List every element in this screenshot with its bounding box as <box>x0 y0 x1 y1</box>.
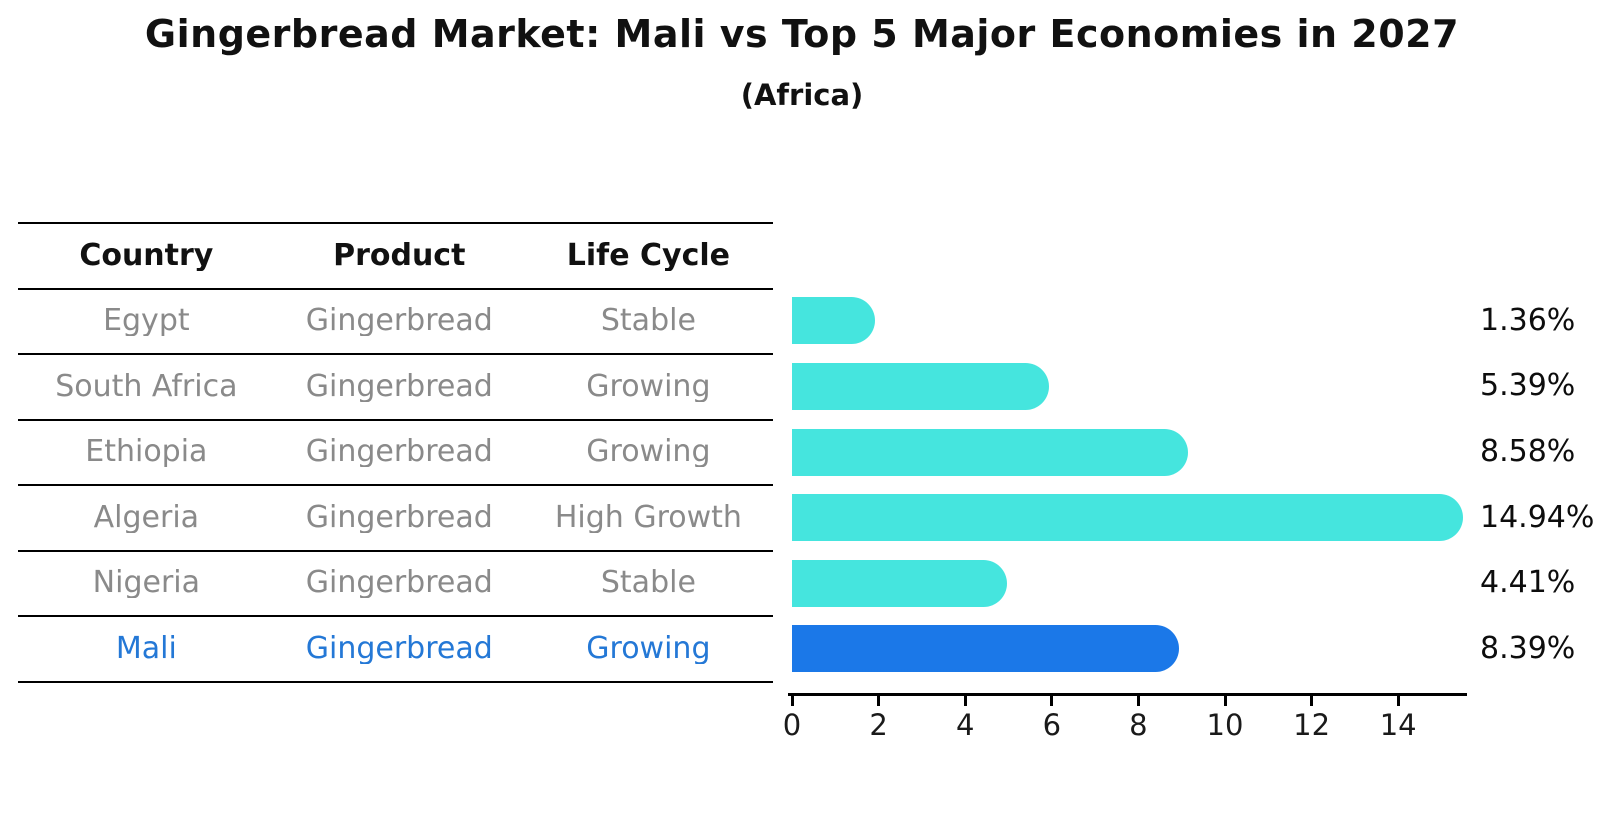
cell-life-cycle: Growing <box>586 437 711 468</box>
cell-country: Algeria <box>93 502 200 533</box>
x-axis-tick-label: 10 <box>1206 708 1244 742</box>
x-axis-tick <box>1310 696 1314 706</box>
cell-life-cycle: Growing <box>586 633 711 664</box>
cell-product: Gingerbread <box>305 502 493 533</box>
cell-life-cycle: High Growth <box>554 502 742 533</box>
bar-south-africa <box>792 362 1050 410</box>
bar-algeria <box>792 494 1463 542</box>
value-label: 1.36% <box>1480 302 1576 338</box>
table-row: Mali Gingerbread Growing <box>18 617 773 683</box>
bar-egypt <box>792 297 875 345</box>
value-label: 5.39% <box>1480 368 1576 404</box>
cell-life-cycle: Stable <box>600 306 696 337</box>
x-axis-tick <box>1050 696 1054 706</box>
x-axis-tick <box>1136 696 1140 706</box>
cell-country: Ethiopia <box>85 437 208 468</box>
bar-mali <box>792 625 1180 673</box>
value-label: 8.39% <box>1480 630 1576 666</box>
cell-product: Gingerbread <box>305 306 493 337</box>
x-axis-tick <box>1396 696 1400 706</box>
cell-product: Gingerbread <box>305 437 493 468</box>
cell-country: Egypt <box>103 306 190 337</box>
table-header-country: Country <box>79 240 214 271</box>
x-axis-tick-label: 2 <box>869 708 888 742</box>
bar-nigeria <box>792 559 1007 607</box>
chart-title: Gingerbread Market: Mali vs Top 5 Major … <box>144 12 1460 56</box>
table-body: Egypt Gingerbread Stable South Africa Ginger… <box>18 290 773 683</box>
bar-ethiopia <box>792 428 1188 476</box>
x-axis-tick-label: 6 <box>1042 708 1062 742</box>
x-axis-tick-label: 12 <box>1293 708 1331 742</box>
x-axis-tick-label: 4 <box>955 708 975 742</box>
cell-product: Gingerbread <box>305 371 493 402</box>
table-row: Egypt Gingerbread Stable <box>18 290 773 355</box>
x-axis-spine <box>788 693 1468 696</box>
table-header-life-cycle: Life Cycle <box>566 240 731 271</box>
table-row: Ethiopia Gingerbread Growing <box>18 421 773 486</box>
chart-subtitle: (Africa) <box>740 78 864 112</box>
x-axis-tick-label: 14 <box>1379 708 1417 742</box>
cell-product: Gingerbread <box>305 633 493 664</box>
table-row: Nigeria Gingerbread Stable <box>18 552 773 617</box>
country-table: Country Product Life Cycle Egypt Gingerbr… <box>18 222 773 683</box>
cell-country: Nigeria <box>92 568 201 599</box>
table-header-product: Product <box>333 240 466 271</box>
x-axis-tick <box>963 696 967 706</box>
table-header-row: Country Product Life Cycle <box>18 222 773 290</box>
value-label: 4.41% <box>1480 565 1576 601</box>
value-label: 14.94% <box>1480 499 1595 535</box>
x-axis-tick <box>1223 696 1227 706</box>
x-axis-tick <box>790 696 794 706</box>
table-row: Algeria Gingerbread High Growth <box>18 486 773 552</box>
cell-product: Gingerbread <box>305 568 493 599</box>
value-label: 8.58% <box>1480 434 1576 469</box>
x-axis-tick-label: 8 <box>1129 708 1148 742</box>
x-axis-tick <box>877 696 881 706</box>
cell-country: Mali <box>115 633 177 664</box>
cell-life-cycle: Growing <box>586 371 711 402</box>
table-row: South Africa Gingerbread Growing <box>18 355 773 421</box>
cell-country: South Africa <box>55 371 238 402</box>
x-axis-tick-label: 0 <box>782 708 802 742</box>
cell-life-cycle: Stable <box>600 568 696 599</box>
